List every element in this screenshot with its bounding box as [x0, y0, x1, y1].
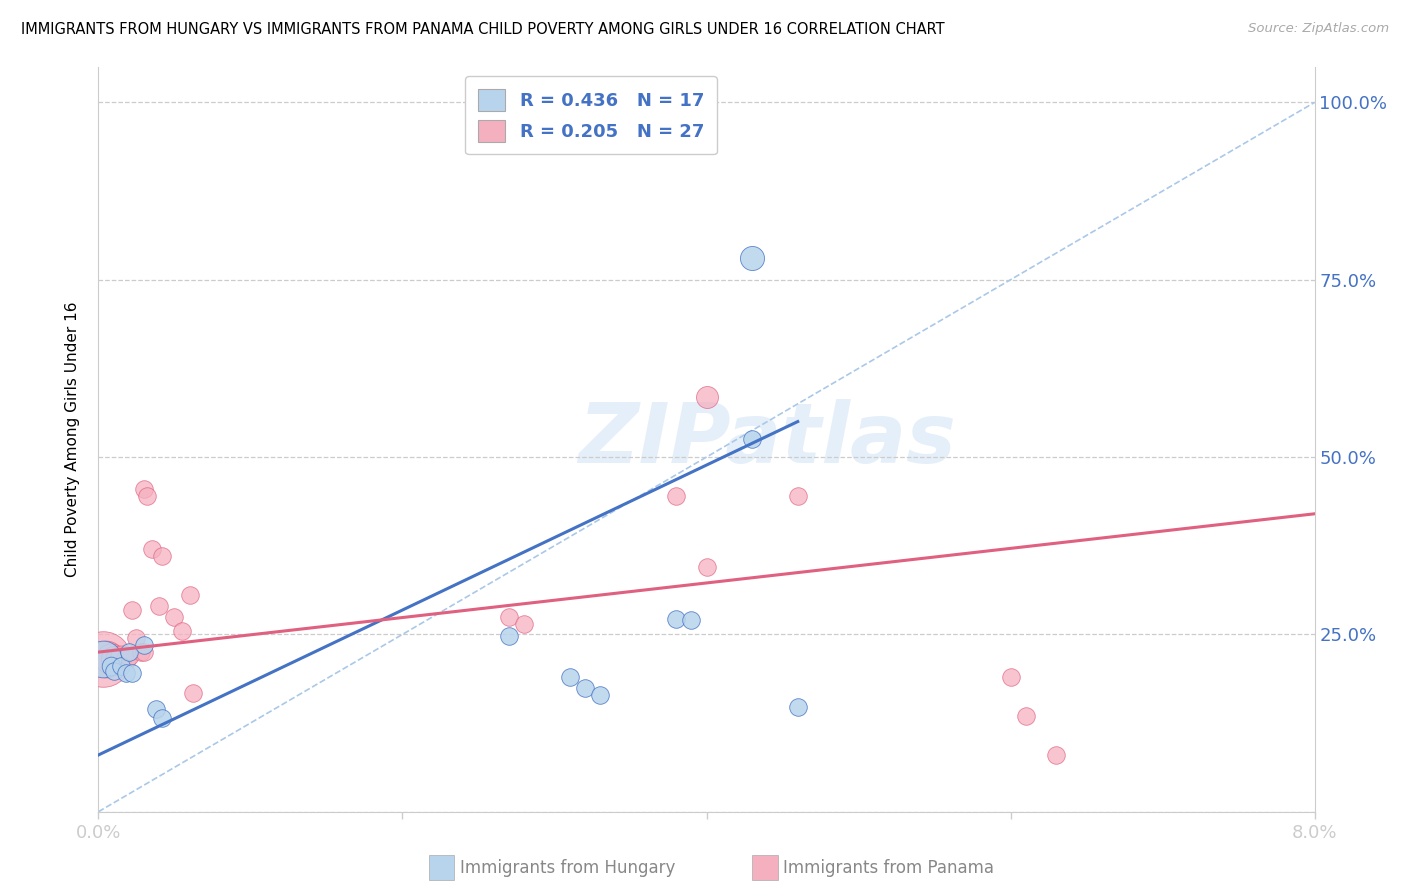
- Point: [110, 659, 132, 673]
- Point: [91, 652, 114, 666]
- Point: [132, 638, 155, 652]
- Point: [513, 616, 536, 631]
- Text: IMMIGRANTS FROM HUNGARY VS IMMIGRANTS FROM PANAMA CHILD POVERTY AMONG GIRLS UNDE: IMMIGRANTS FROM HUNGARY VS IMMIGRANTS FR…: [21, 22, 945, 37]
- Point: [114, 666, 136, 681]
- Point: [163, 609, 186, 624]
- Point: [498, 629, 520, 643]
- Point: [1045, 747, 1067, 762]
- Point: [696, 390, 718, 404]
- Point: [150, 711, 173, 725]
- Point: [741, 252, 763, 266]
- Point: [179, 588, 201, 602]
- Point: [118, 648, 141, 663]
- Point: [132, 482, 155, 496]
- Text: ZIPatlas: ZIPatlas: [578, 399, 956, 480]
- Point: [786, 489, 808, 503]
- Point: [1000, 670, 1022, 684]
- Point: [558, 670, 581, 684]
- Point: [741, 433, 763, 447]
- Point: [558, 106, 581, 120]
- Point: [181, 685, 204, 699]
- Point: [132, 645, 155, 659]
- Point: [665, 612, 688, 626]
- Point: [170, 624, 193, 638]
- Point: [125, 631, 148, 645]
- Text: Source: ZipAtlas.com: Source: ZipAtlas.com: [1249, 22, 1389, 36]
- Point: [94, 652, 117, 666]
- Point: [110, 648, 132, 663]
- Point: [129, 645, 152, 659]
- Point: [150, 549, 173, 564]
- Point: [105, 652, 128, 666]
- Legend: R = 0.436   N = 17, R = 0.205   N = 27: R = 0.436 N = 17, R = 0.205 N = 27: [465, 76, 717, 154]
- Point: [589, 688, 612, 702]
- Point: [145, 702, 167, 716]
- Point: [91, 652, 114, 666]
- Point: [118, 645, 141, 659]
- Point: [114, 652, 136, 666]
- Point: [121, 602, 143, 616]
- Point: [100, 659, 122, 673]
- Text: Immigrants from Panama: Immigrants from Panama: [783, 859, 994, 877]
- Point: [498, 609, 520, 624]
- Point: [121, 666, 143, 681]
- Text: Immigrants from Hungary: Immigrants from Hungary: [460, 859, 675, 877]
- Point: [665, 489, 688, 503]
- Point: [100, 652, 122, 666]
- Y-axis label: Child Poverty Among Girls Under 16: Child Poverty Among Girls Under 16: [65, 301, 80, 577]
- Point: [1015, 709, 1038, 723]
- Point: [574, 681, 596, 695]
- Point: [141, 542, 163, 557]
- Point: [681, 613, 703, 627]
- Point: [136, 489, 159, 503]
- Point: [786, 699, 808, 714]
- Point: [103, 652, 125, 666]
- Point: [696, 560, 718, 574]
- Point: [103, 665, 125, 679]
- Point: [148, 599, 170, 613]
